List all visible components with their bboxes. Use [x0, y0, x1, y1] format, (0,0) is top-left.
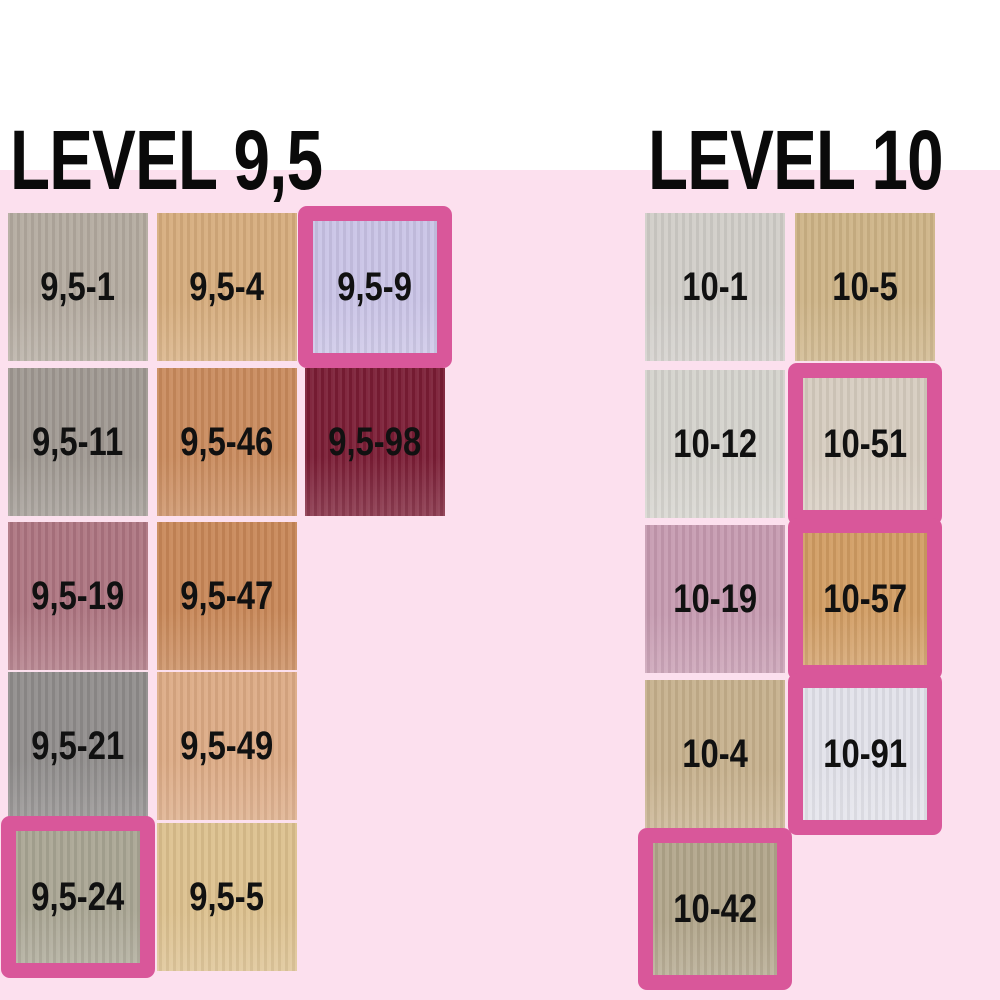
swatch-code: 9,5-11 — [32, 419, 124, 464]
color-swatch[interactable]: 9,5-1 — [8, 213, 148, 361]
swatch-code: 10-1 — [682, 264, 748, 309]
color-swatch[interactable]: 9,5-11 — [8, 368, 148, 516]
color-swatch[interactable]: 10-91 — [803, 688, 927, 820]
swatch-code: 10-51 — [823, 421, 907, 466]
level-9-5-title: LEVEL 9,5 — [10, 113, 323, 207]
color-swatch[interactable]: 9,5-24 — [16, 831, 140, 963]
color-swatch[interactable]: 10-1 — [645, 213, 785, 361]
color-swatch[interactable]: 10-5 — [795, 213, 935, 361]
color-swatch[interactable]: 9,5-46 — [157, 368, 297, 516]
color-swatch[interactable]: 9,5-9 — [313, 221, 437, 353]
swatch-code: 9,5-49 — [180, 723, 274, 768]
color-swatch[interactable]: 9,5-21 — [8, 672, 148, 820]
swatch-code: 9,5-4 — [189, 264, 265, 309]
swatch-code: 9,5-5 — [189, 874, 265, 919]
color-swatch[interactable]: 10-42 — [653, 843, 777, 975]
swatch-code: 9,5-9 — [337, 264, 413, 309]
color-swatch[interactable]: 10-4 — [645, 680, 785, 828]
color-swatch[interactable]: 9,5-49 — [157, 672, 297, 820]
swatch-code: 10-12 — [673, 421, 757, 466]
swatch-code: 10-91 — [823, 731, 907, 776]
swatch-code: 10-57 — [823, 576, 907, 621]
color-swatch[interactable]: 9,5-19 — [8, 522, 148, 670]
swatch-code: 10-4 — [682, 731, 748, 776]
swatch-code: 10-5 — [832, 264, 898, 309]
color-swatch[interactable]: 9,5-98 — [305, 368, 445, 516]
swatch-code: 9,5-1 — [40, 264, 116, 309]
swatch-code: 10-42 — [673, 886, 757, 931]
swatch-code: 10-19 — [673, 576, 757, 621]
swatch-code: 9,5-47 — [180, 573, 274, 618]
swatch-code: 9,5-46 — [180, 419, 274, 464]
swatch-code: 9,5-21 — [31, 723, 125, 768]
level-10-title: LEVEL 10 — [648, 113, 944, 207]
color-swatch[interactable]: 10-51 — [803, 378, 927, 510]
color-swatch[interactable]: 10-57 — [803, 533, 927, 665]
swatch-code: 9,5-24 — [31, 874, 125, 919]
color-swatch[interactable]: 10-12 — [645, 370, 785, 518]
color-swatch[interactable]: 9,5-47 — [157, 522, 297, 670]
color-swatch[interactable]: 9,5-4 — [157, 213, 297, 361]
swatch-code: 9,5-98 — [328, 419, 422, 464]
swatch-code: 9,5-19 — [31, 573, 125, 618]
color-swatch[interactable]: 10-19 — [645, 525, 785, 673]
color-swatch[interactable]: 9,5-5 — [157, 823, 297, 971]
